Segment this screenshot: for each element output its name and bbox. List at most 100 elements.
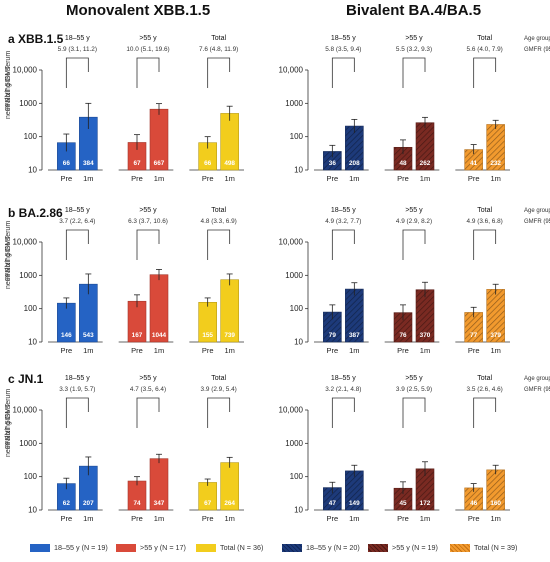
legend-swatch xyxy=(282,543,302,552)
gmfr-label: 6.3 (3.7, 10.6) xyxy=(128,218,168,225)
y-tick-label: 10,000 xyxy=(279,406,304,415)
y-tick-label: 10,000 xyxy=(13,238,38,247)
value-label: 667 xyxy=(154,160,165,167)
y-tick-label: 1000 xyxy=(285,99,303,108)
age-group-label: 18–55 y xyxy=(331,35,356,42)
gmfr-label: 3.2 (2.1, 4.8) xyxy=(325,386,361,393)
value-label: 66 xyxy=(204,160,212,167)
title-bivalent: Bivalent BA.4/BA.5 xyxy=(346,2,482,19)
legend-swatch xyxy=(368,543,388,552)
x-category-label: Pre xyxy=(397,346,409,355)
x-category-label: Pre xyxy=(326,346,338,355)
x-category-label: 1m xyxy=(83,346,93,355)
comparison-bracket xyxy=(402,397,426,428)
age-group-label: >55 y xyxy=(139,375,157,382)
row-label-a: a XBB.1.5 xyxy=(8,32,64,46)
value-label: 347 xyxy=(154,500,165,507)
x-category-label: Pre xyxy=(468,346,480,355)
value-label: 76 xyxy=(399,332,407,339)
age-group-annotation: Age group xyxy=(524,208,550,214)
gmfr-label: 4.8 (3.3, 6.9) xyxy=(201,218,237,225)
x-category-label: Pre xyxy=(131,514,143,523)
y-tick-label: 10 xyxy=(28,506,37,515)
x-category-label: 1m xyxy=(224,174,234,183)
x-category-label: Pre xyxy=(60,346,72,355)
value-label: 264 xyxy=(224,500,235,507)
comparison-bracket xyxy=(65,229,89,260)
legend-item-old-mono: >55 y (N = 17) xyxy=(116,543,186,552)
value-label: 67 xyxy=(133,160,141,167)
value-label: 207 xyxy=(83,500,94,507)
value-label: 155 xyxy=(202,332,213,339)
comparison-bracket xyxy=(473,397,497,428)
x-category-label: Pre xyxy=(326,174,338,183)
comparison-bracket xyxy=(473,57,497,88)
x-category-label: 1m xyxy=(224,346,234,355)
age-group-label: Total xyxy=(477,35,492,42)
x-category-label: 1m xyxy=(420,174,430,183)
value-label: 384 xyxy=(83,160,94,167)
value-label: 149 xyxy=(349,500,360,507)
comparison-bracket xyxy=(331,229,355,260)
comparison-bracket xyxy=(473,229,497,260)
age-group-annotation: Age group xyxy=(524,36,550,42)
age-group-label: Total xyxy=(211,35,226,42)
x-category-label: Pre xyxy=(468,514,480,523)
y-tick-label: 100 xyxy=(290,472,304,481)
comparison-bracket xyxy=(136,397,160,428)
value-label: 1044 xyxy=(152,332,167,339)
x-category-label: Pre xyxy=(60,514,72,523)
y-tick-label: 10,000 xyxy=(279,238,304,247)
value-label: 379 xyxy=(490,332,501,339)
gmfr-label: 4.9 (3.2, 7.7) xyxy=(325,218,361,225)
y-tick-label: 100 xyxy=(290,304,304,313)
gmfr-label: 5.8 (3.5, 9.4) xyxy=(325,46,361,53)
chart-panel-c-bivalent: 10 100 1000 10,000 Age group GMFR (95% CI) 18–… xyxy=(279,375,550,523)
value-label: 739 xyxy=(224,332,235,339)
age-group-label: 18–55 y xyxy=(65,375,90,382)
gmfr-label: 4.7 (3.5, 6.4) xyxy=(130,386,166,393)
x-category-label: Pre xyxy=(131,346,143,355)
legend-item-young-biv: 18–55 y (N = 20) xyxy=(282,543,360,552)
x-category-label: 1m xyxy=(349,514,359,523)
x-category-label: Pre xyxy=(468,174,480,183)
y-tick-label: 10,000 xyxy=(13,406,38,415)
y-tick-label: 1000 xyxy=(285,271,303,280)
row-label-b: b BA.2.86 xyxy=(8,206,63,220)
y-tick-label: 10 xyxy=(294,166,303,175)
value-label: 208 xyxy=(349,160,360,167)
comparison-bracket xyxy=(207,229,231,260)
age-group-label: >55 y xyxy=(405,207,423,214)
y-tick-label: 10 xyxy=(294,506,303,515)
x-category-label: 1m xyxy=(83,514,93,523)
x-category-label: 1m xyxy=(420,514,430,523)
y-tick-label: 1000 xyxy=(19,271,37,280)
value-label: 232 xyxy=(490,160,501,167)
x-category-label: 1m xyxy=(83,174,93,183)
x-category-label: 1m xyxy=(490,346,500,355)
value-label: 167 xyxy=(132,332,143,339)
value-label: 36 xyxy=(329,160,337,167)
y-tick-label: 1000 xyxy=(19,99,37,108)
gmfr-label: 3.5 (2.6, 4.6) xyxy=(467,386,503,393)
x-category-label: 1m xyxy=(349,346,359,355)
age-group-label: 18–55 y xyxy=(331,207,356,214)
comparison-bracket xyxy=(136,229,160,260)
chart-panel-a-bivalent: 10 100 1000 10,000 Age group GMFR (95% CI) 18–… xyxy=(279,35,550,183)
value-label: 62 xyxy=(63,500,71,507)
y-tick-label: 100 xyxy=(24,132,38,141)
y-tick-label: 10 xyxy=(294,338,303,347)
age-group-label: >55 y xyxy=(405,375,423,382)
value-label: 543 xyxy=(83,332,94,339)
legend-item-total-mono: Total (N = 36) xyxy=(196,543,263,552)
gmfr-label: 3.9 (2.5, 5.9) xyxy=(396,386,432,393)
chart-panel-b-monovalent: 10 100 1000 10,000 18–55 y 3.7 (2.2, 6.4) 146 P… xyxy=(13,207,244,355)
gmfr-label: 3.9 (2.9, 5.4) xyxy=(201,386,237,393)
x-category-label: 1m xyxy=(154,174,164,183)
x-category-label: Pre xyxy=(202,346,214,355)
value-label: 46 xyxy=(470,500,478,507)
gmfr-label: 3.7 (2.2, 6.4) xyxy=(59,218,95,225)
x-category-label: Pre xyxy=(60,174,72,183)
x-category-label: 1m xyxy=(490,174,500,183)
x-category-label: 1m xyxy=(224,514,234,523)
